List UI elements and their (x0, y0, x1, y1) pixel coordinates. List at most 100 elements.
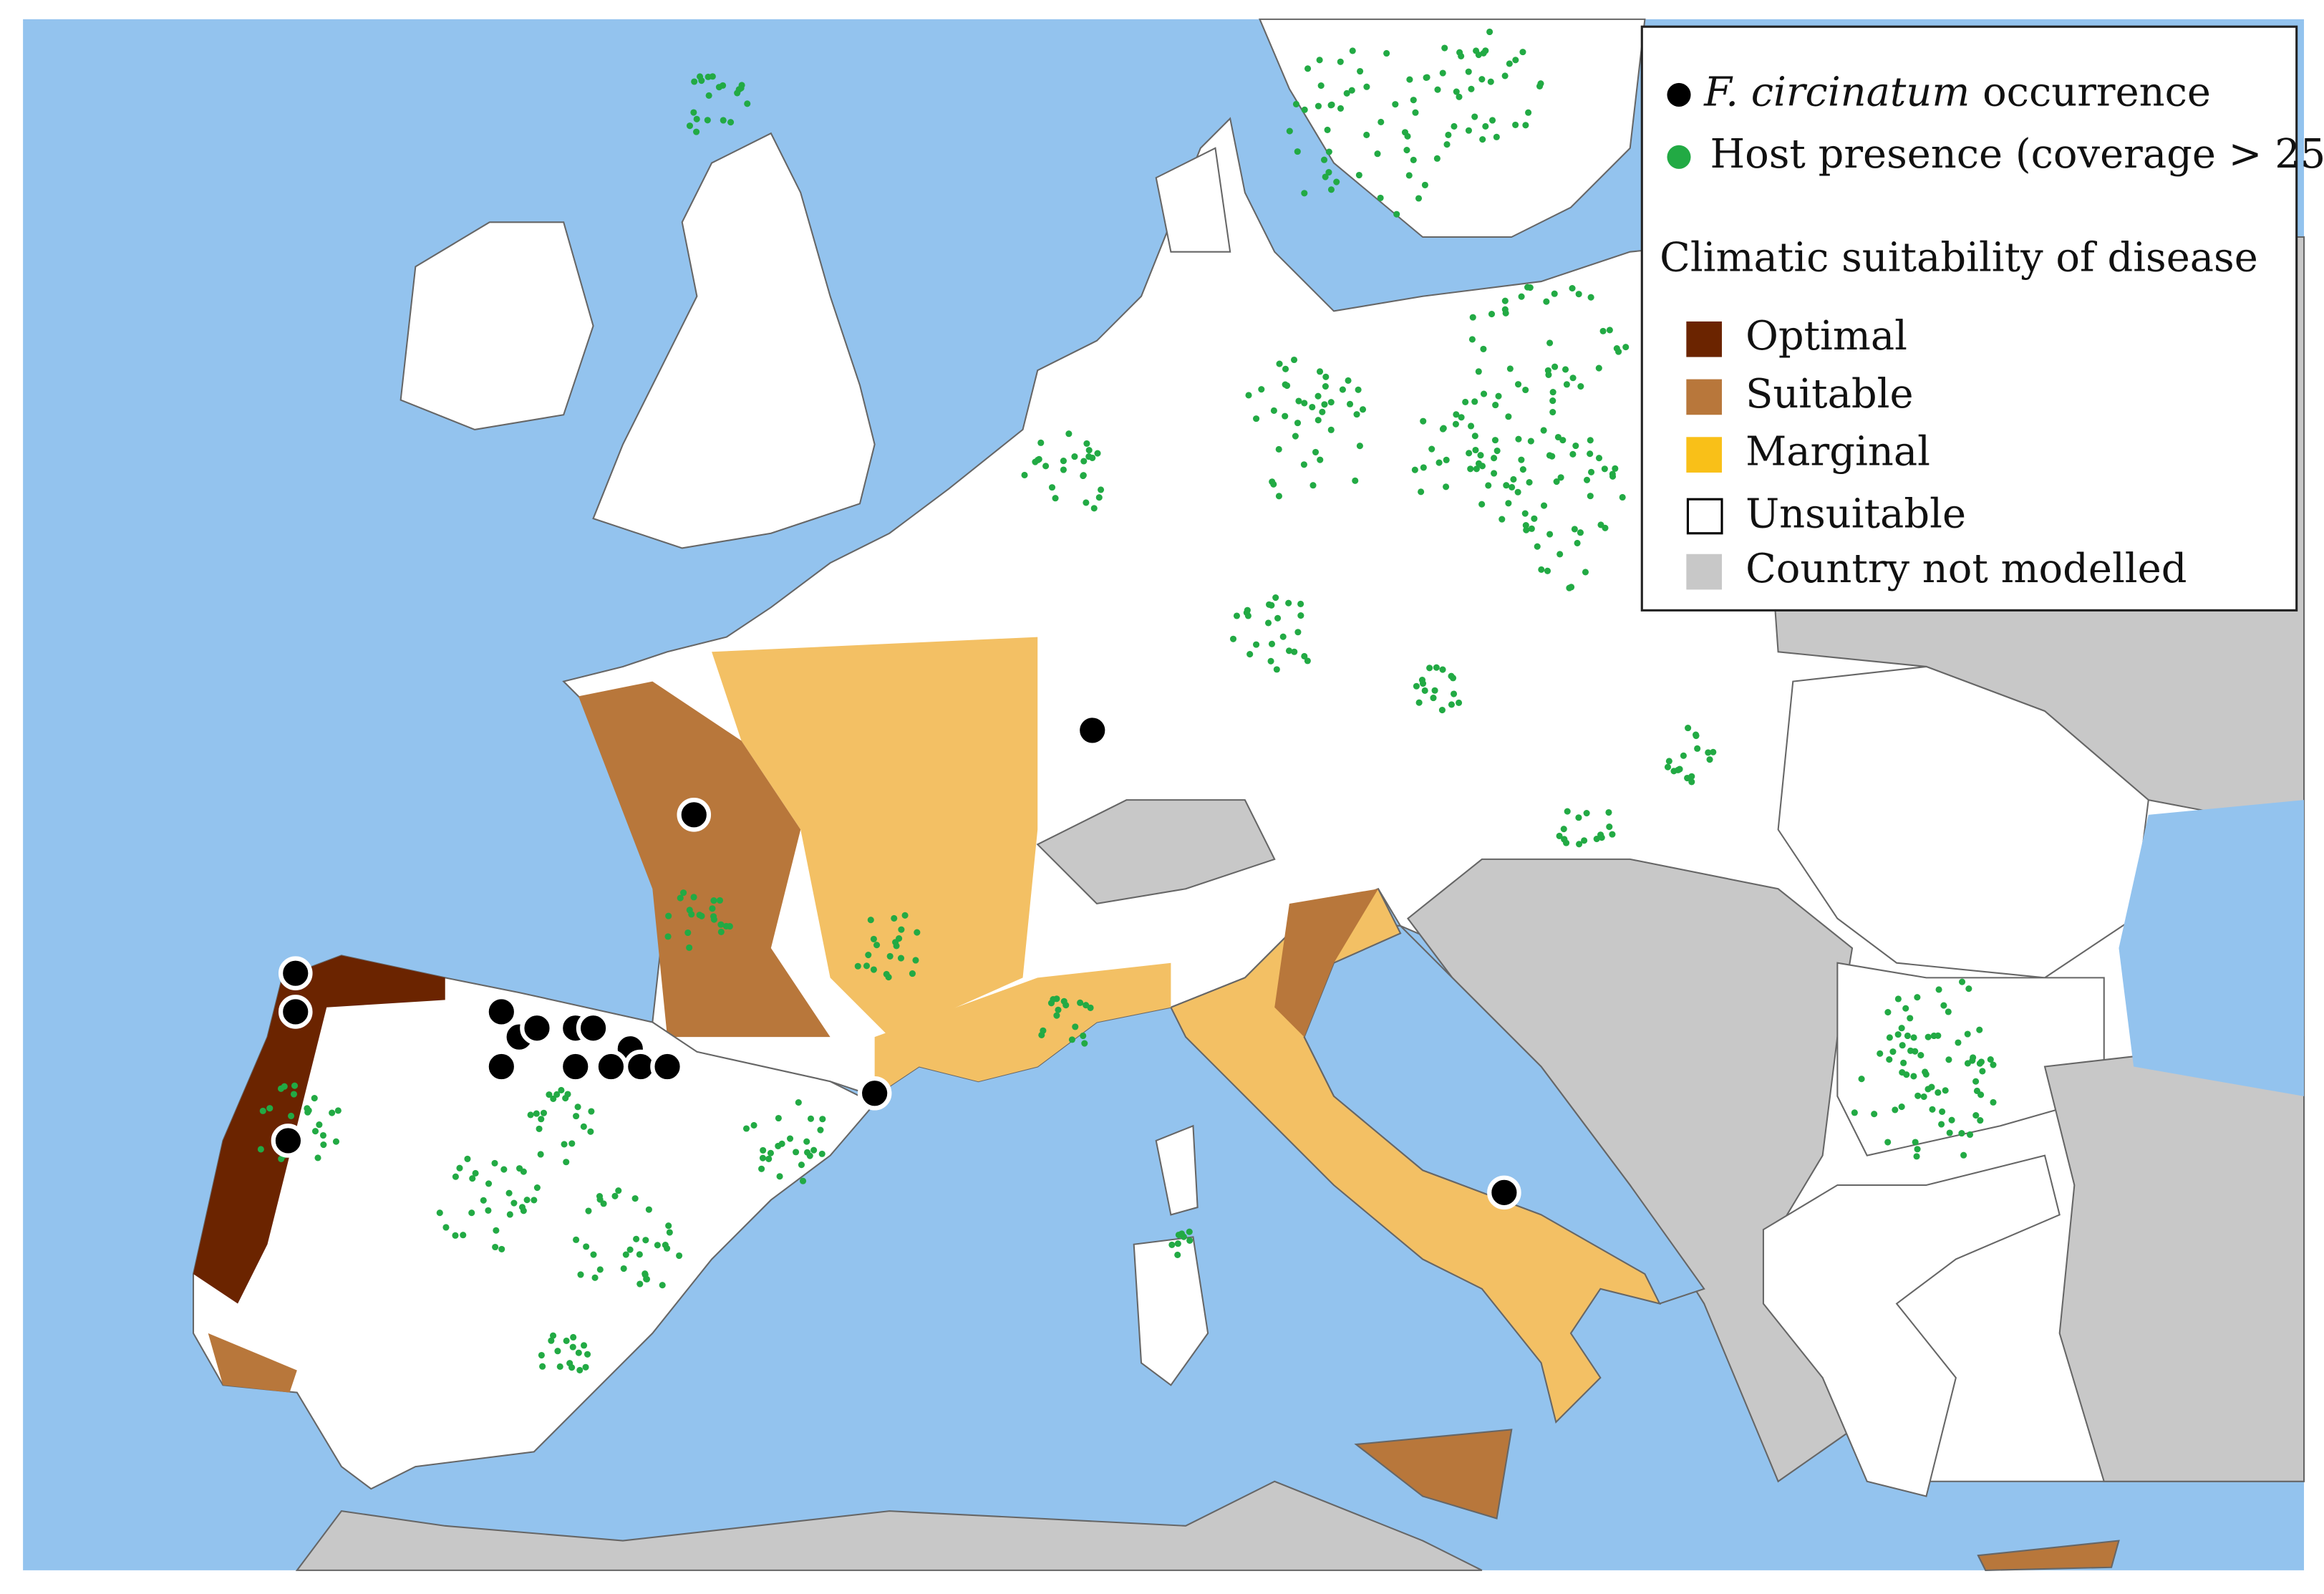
host-dot (1694, 745, 1701, 752)
host-dot (1938, 1121, 1945, 1128)
host-dot (1884, 1139, 1892, 1146)
host-dot (1328, 101, 1335, 108)
host-dot (1300, 461, 1307, 468)
host-dot (1081, 1040, 1088, 1047)
host-dot (442, 1224, 450, 1231)
host-dot (1439, 666, 1446, 673)
host-dot (1894, 1031, 1902, 1038)
host-dot (622, 1251, 629, 1258)
host-dot (1512, 57, 1519, 64)
host-dot (1285, 647, 1293, 654)
host-dot (1441, 44, 1448, 52)
host-dot (1924, 1033, 1932, 1040)
host-dot (1525, 109, 1532, 116)
host-dot (1884, 1009, 1892, 1016)
host-dot (1929, 1106, 1936, 1113)
host-dot (523, 1197, 531, 1204)
host-dot (1972, 1112, 1980, 1119)
host-dot (574, 1103, 581, 1111)
host-dot (1546, 531, 1554, 538)
host-dot (1705, 749, 1712, 756)
host-dot (1493, 133, 1500, 140)
host-dot (1557, 474, 1564, 481)
legend-title: Climatic suitability of disease (1660, 235, 2258, 281)
host-dot (1940, 1002, 1947, 1009)
host-dot (1337, 105, 1345, 112)
host-dot (1411, 466, 1418, 473)
host-dot (710, 897, 717, 904)
host-dot (1301, 190, 1308, 197)
host-dot (1914, 1092, 1922, 1099)
host-dot (485, 1180, 493, 1187)
host-dot (1423, 74, 1430, 81)
host-dot (793, 1149, 800, 1156)
host-dot (1537, 80, 1544, 87)
host-dot (1581, 837, 1588, 844)
host-dot (1587, 437, 1594, 444)
host-dot (1479, 136, 1486, 143)
host-dot (1272, 594, 1279, 602)
host-dot (1706, 756, 1713, 763)
host-dot (750, 1121, 757, 1129)
host-dot (1060, 998, 1067, 1005)
host-dot (590, 1251, 597, 1258)
host-dot (1913, 1153, 1920, 1160)
host-dot (1270, 480, 1277, 488)
host-dot (1531, 515, 1538, 522)
host-dot (1886, 1056, 1893, 1063)
legend-swatch (1686, 437, 1722, 473)
host-dot (1458, 52, 1465, 59)
host-dot (1491, 437, 1499, 444)
host-dot (1976, 1026, 1983, 1033)
host-dot (1601, 465, 1608, 473)
host-dot (912, 957, 919, 964)
host-dot (734, 90, 741, 97)
host-dot (281, 1083, 288, 1090)
host-dot (1468, 85, 1475, 92)
host-dot (709, 73, 716, 80)
host-dot (1478, 76, 1486, 83)
host-dot (636, 1251, 643, 1258)
host-dot (1273, 666, 1280, 673)
host-dot (1599, 327, 1607, 334)
host-dot (1363, 131, 1370, 139)
host-dot (1503, 482, 1510, 489)
host-dot (716, 897, 724, 904)
host-dot (1571, 526, 1578, 533)
host-dot (1186, 1228, 1193, 1235)
host-dot (566, 1360, 573, 1367)
host-dot (553, 1091, 561, 1098)
host-dot (1426, 665, 1433, 672)
host-dot (1412, 109, 1419, 116)
host-dot (1540, 502, 1548, 509)
host-dot (717, 928, 725, 936)
host-dot (1301, 400, 1308, 407)
host-dot (1902, 1005, 1909, 1012)
host-dot (1443, 141, 1451, 148)
host-dot (1619, 493, 1626, 501)
host-dot (539, 1363, 546, 1370)
legend-class-label: Suitable (1746, 371, 1913, 417)
host-dot (1939, 1108, 1946, 1115)
host-dot (1393, 211, 1400, 218)
ireland (400, 221, 594, 431)
host-dot (1068, 1036, 1075, 1043)
host-dot (1095, 494, 1103, 501)
host-dot (1505, 500, 1512, 507)
host-dot (1374, 150, 1381, 158)
host-dot (654, 1242, 661, 1249)
host-dot (1439, 425, 1446, 433)
host-dot (1606, 327, 1613, 334)
host-dot (1886, 1034, 1893, 1041)
host-dot (1675, 766, 1682, 773)
host-dot (1899, 1069, 1906, 1076)
host-dot (1602, 524, 1609, 531)
host-dot (1268, 640, 1276, 647)
host-dot (1021, 471, 1028, 479)
host-dot (1037, 439, 1045, 446)
host-dot (1491, 455, 1498, 462)
host-dot (1551, 290, 1558, 297)
host-dot (1327, 426, 1335, 433)
host-dot (1556, 832, 1563, 839)
host-dot (1465, 127, 1472, 134)
